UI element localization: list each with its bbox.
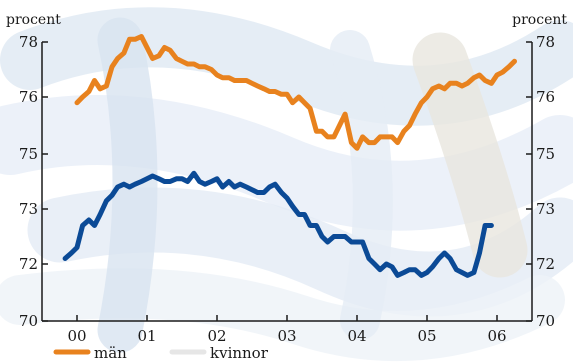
x-tick-label: 02 bbox=[207, 327, 226, 345]
x-tick-label: 03 bbox=[277, 327, 296, 345]
axis-ticks: 70 70 72 72 73 73 75 75 76 76 78 78 00 01 02 03 04 05 06 bbox=[19, 33, 555, 345]
legend-label: kvinnor bbox=[210, 344, 269, 362]
right-y-tick-label: 72 bbox=[536, 255, 555, 273]
series-line-kvinnor bbox=[62, 170, 494, 278]
plot-area: 70 70 72 72 73 73 75 75 76 76 78 78 00 01 02 03 04 05 06 bbox=[19, 33, 555, 345]
right-axis-unit-label: procent bbox=[512, 12, 567, 28]
x-tick-label: 01 bbox=[137, 327, 156, 345]
brush-stroke-5 bbox=[330, 30, 393, 340]
series-line-man bbox=[74, 34, 517, 151]
left-axis-unit-label: procent bbox=[6, 12, 61, 28]
left-y-tick-label: 73 bbox=[19, 200, 38, 218]
legend: män kvinnor bbox=[53, 344, 269, 362]
left-y-tick-label: 78 bbox=[19, 33, 38, 51]
series-lines bbox=[62, 34, 517, 278]
right-y-tick-label: 70 bbox=[536, 312, 555, 330]
left-y-tick-label: 75 bbox=[19, 145, 38, 163]
left-y-tick-label: 70 bbox=[19, 312, 38, 330]
right-y-tick-label: 76 bbox=[536, 88, 555, 106]
x-tick-label: 04 bbox=[347, 327, 366, 345]
right-y-tick-label: 75 bbox=[536, 145, 555, 163]
left-y-tick-label: 76 bbox=[19, 88, 38, 106]
right-y-tick-label: 73 bbox=[536, 200, 555, 218]
right-y-tick-label: 78 bbox=[536, 33, 555, 51]
x-tick-label: 00 bbox=[67, 327, 86, 345]
legend-label: män bbox=[94, 344, 127, 362]
x-tick-label: 05 bbox=[417, 327, 436, 345]
x-tick-label: 06 bbox=[487, 327, 506, 345]
left-y-tick-label: 72 bbox=[19, 255, 38, 273]
